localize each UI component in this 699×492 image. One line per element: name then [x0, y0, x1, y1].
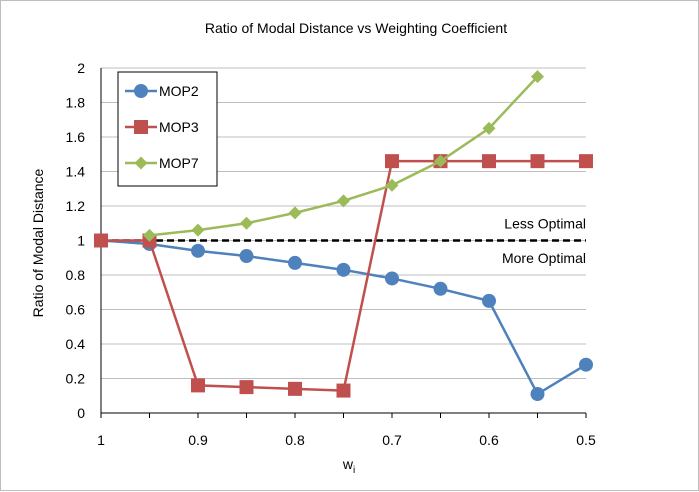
mop2-point [433, 281, 448, 296]
mop3-point [385, 154, 399, 169]
mop7-point [434, 154, 447, 168]
mop7-point [191, 223, 205, 237]
x-tick-label: 0.7 [382, 432, 402, 448]
x-tick-label: 0.8 [285, 432, 305, 448]
x-axis-label-main: w [342, 456, 354, 472]
x-axis-ticks: 1 0.9 0.8 0.7 0.6 0.5 [97, 413, 596, 448]
mop3-point [288, 381, 302, 396]
mop7-point [288, 206, 302, 220]
series-mop7 [143, 70, 544, 242]
series-layer [94, 70, 593, 402]
mop2-point [288, 255, 302, 270]
x-tick-label: 0.5 [576, 432, 596, 448]
x-tick-label: 0.6 [479, 432, 499, 448]
y-tick-label: 1.6 [66, 129, 86, 145]
mop3-point [530, 154, 545, 169]
mop7-point [337, 194, 350, 208]
legend-swatch-marker [134, 156, 148, 170]
annotation-label: Less Optimal [504, 215, 586, 231]
mop7-point [531, 70, 544, 84]
mop2-point [239, 249, 254, 264]
mop7-point [240, 216, 253, 230]
x-axis-label-subscript: i [353, 465, 355, 476]
y-tick-label: 2 [77, 60, 85, 76]
mop7-point [385, 178, 399, 192]
mop2-point [385, 271, 399, 286]
mop3-point [191, 378, 205, 393]
annotations: Less Optimal More Optimal [502, 215, 586, 266]
x-axis-label: wi [342, 456, 355, 476]
x-tick-label: 1 [97, 432, 105, 448]
y-axis-label: Ratio of Modal Distance [30, 168, 46, 317]
y-tick-label: 0 [77, 405, 85, 421]
mop3-point [239, 380, 254, 395]
legend-label: MOP7 [159, 155, 199, 171]
mop2-point [336, 262, 351, 277]
mop2-point [579, 357, 593, 372]
mop3-point [94, 233, 108, 248]
y-tick-label: 1.2 [66, 198, 86, 214]
y-tick-label: 0.2 [66, 371, 86, 387]
mop7-point [143, 228, 156, 242]
legend-swatch-marker [134, 120, 148, 134]
annotation-label: More Optimal [502, 250, 586, 266]
mop2-point [530, 387, 545, 402]
y-tick-label: 1.8 [66, 95, 86, 111]
legend-label: MOP3 [159, 119, 199, 135]
mop3-point [579, 154, 593, 169]
legend-item-mop7: MOP7 [125, 155, 199, 171]
legend-item-mop3: MOP3 [125, 119, 199, 135]
y-tick-label: 0.6 [66, 302, 86, 318]
chart-title: Ratio of Modal Distance vs Weighting Coe… [205, 20, 507, 36]
mop2-point [191, 243, 205, 258]
legend-swatch-marker [134, 84, 148, 98]
legend: MOP2 MOP3 MOP7 [117, 71, 218, 187]
mop3-point [482, 154, 496, 169]
mop7-point [482, 121, 496, 135]
legend-label: MOP2 [159, 83, 199, 99]
y-tick-label: 1.4 [66, 164, 86, 180]
y-tick-label: 0.4 [66, 336, 86, 352]
y-axis-ticks: 0 0.2 0.4 0.6 0.8 1 1.2 1.4 1.6 1.8 2 [66, 60, 86, 421]
mop2-point [482, 293, 496, 308]
y-tick-label: 0.8 [66, 267, 86, 283]
mop3-point [336, 383, 351, 398]
y-tick-label: 1 [77, 233, 85, 249]
legend-item-mop2: MOP2 [125, 83, 199, 99]
x-tick-label: 0.9 [188, 432, 208, 448]
